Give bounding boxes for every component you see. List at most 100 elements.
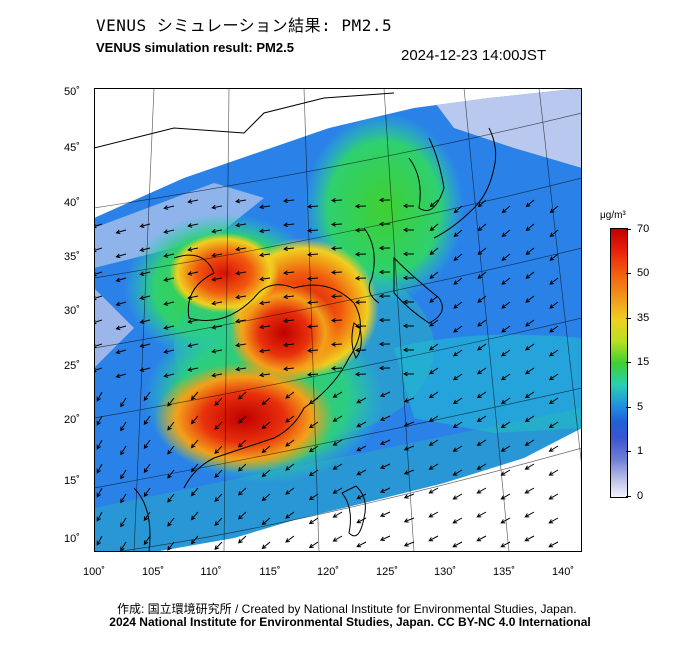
wind-arrow	[354, 299, 367, 305]
wind-arrow	[235, 366, 247, 372]
wind-arrow	[261, 445, 271, 454]
wind-arrow	[96, 439, 103, 450]
wind-arrow	[283, 294, 295, 300]
wind-arrow	[477, 199, 487, 208]
wind-arrow	[500, 373, 511, 381]
wind-arrow	[525, 343, 535, 351]
wind-arrow	[500, 349, 511, 357]
wind-arrow	[235, 318, 247, 324]
wind-arrow	[501, 277, 511, 285]
wind-arrow	[501, 325, 511, 333]
wind-arrow	[115, 229, 127, 235]
colorbar-tick	[626, 318, 631, 319]
lat-label-50: 50˚	[64, 86, 80, 98]
lon-label-140: 140˚	[551, 566, 575, 578]
wind-arrow	[115, 373, 127, 379]
colorbar-tick	[626, 496, 631, 497]
wind-arrow	[453, 325, 463, 333]
wind-arrow	[332, 439, 343, 446]
colorbar-tick	[626, 229, 631, 230]
lon-label-135: 135˚	[492, 566, 516, 578]
wind-arrow	[190, 415, 199, 425]
wind-arrow	[476, 439, 487, 446]
wind-arrow	[190, 391, 199, 401]
lon-label-130: 130˚	[433, 566, 457, 578]
wind-arrow	[452, 397, 463, 405]
wind-arrow	[167, 397, 175, 407]
wind-arrow	[211, 348, 223, 354]
wind-arrow	[402, 299, 415, 305]
wind-arrow	[187, 223, 199, 228]
wind-arrow	[452, 445, 463, 452]
wind-arrow	[402, 323, 415, 329]
wind-arrow	[261, 397, 271, 406]
wind-arrow	[332, 415, 343, 422]
wind-arrow	[139, 295, 151, 300]
wind-arrow	[259, 276, 271, 282]
wind-arrow	[167, 493, 175, 503]
wind-arrow	[235, 222, 247, 228]
wind-arrow	[306, 276, 319, 281]
wind-arrow	[187, 319, 199, 324]
wind-arrow	[378, 317, 391, 323]
wind-arrow	[259, 324, 271, 330]
colorbar-tick	[626, 362, 631, 363]
wind-arrow	[120, 517, 127, 528]
wind-arrow	[120, 493, 127, 504]
wind-arrow	[190, 463, 199, 473]
wind-arrow	[332, 511, 343, 518]
wind-arrow	[167, 445, 175, 455]
wind-arrow	[429, 247, 439, 255]
wind-arrow	[259, 204, 271, 210]
wind-arrow	[115, 301, 127, 307]
wind-arrow	[354, 203, 367, 209]
wind-arrow	[190, 439, 199, 449]
wind-arrow	[428, 463, 439, 470]
wind-arrow	[402, 275, 415, 281]
wind-arrow	[308, 469, 319, 477]
wind-arrow	[379, 511, 391, 517]
wind-arrow	[163, 277, 175, 282]
wind-arrow	[139, 367, 151, 372]
colorbar-label-5: 5	[637, 401, 644, 413]
wind-arrow	[403, 517, 415, 523]
wind-arrow	[500, 397, 511, 405]
wind-arrow	[524, 439, 535, 446]
wind-arrow	[500, 445, 511, 452]
wind-arrow	[501, 229, 511, 238]
wind-arrow	[259, 348, 271, 354]
wind-arrow	[501, 253, 511, 261]
wind-arrow	[163, 229, 175, 234]
wind-arrow	[306, 372, 319, 377]
colorbar-tick	[626, 273, 631, 274]
wind-arrow	[548, 469, 559, 476]
wind-arrow	[356, 445, 367, 452]
wind-arrow	[477, 319, 487, 327]
wind-arrow	[211, 252, 223, 258]
wind-arrow	[453, 277, 463, 285]
lat-label-35: 35˚	[64, 251, 80, 263]
wind-arrow	[378, 197, 391, 203]
wind-arrow	[452, 469, 463, 476]
wind-arrow	[379, 391, 391, 397]
wind-arrow	[356, 469, 367, 476]
wind-arrow	[549, 229, 559, 238]
wind-arrow	[548, 445, 559, 452]
wind-arrow	[403, 541, 415, 547]
colorbar-label-70: 70	[637, 223, 650, 235]
lat-label-45: 45˚	[64, 142, 80, 154]
wind-arrow	[143, 391, 151, 402]
wind-arrow	[187, 271, 199, 276]
wind-arrow	[548, 517, 559, 524]
wind-arrow	[120, 445, 127, 456]
wind-arrow	[549, 301, 559, 309]
wind-arrow	[187, 247, 199, 252]
wind-arrow	[115, 277, 127, 283]
colorbar-label-35: 35	[637, 312, 650, 324]
colorbar-tick	[626, 451, 631, 452]
wind-arrow	[283, 246, 295, 252]
wind-arrow	[402, 347, 415, 353]
wind-arrow	[308, 445, 319, 453]
wind-arrow	[214, 517, 223, 526]
wind-arrow	[214, 445, 223, 454]
